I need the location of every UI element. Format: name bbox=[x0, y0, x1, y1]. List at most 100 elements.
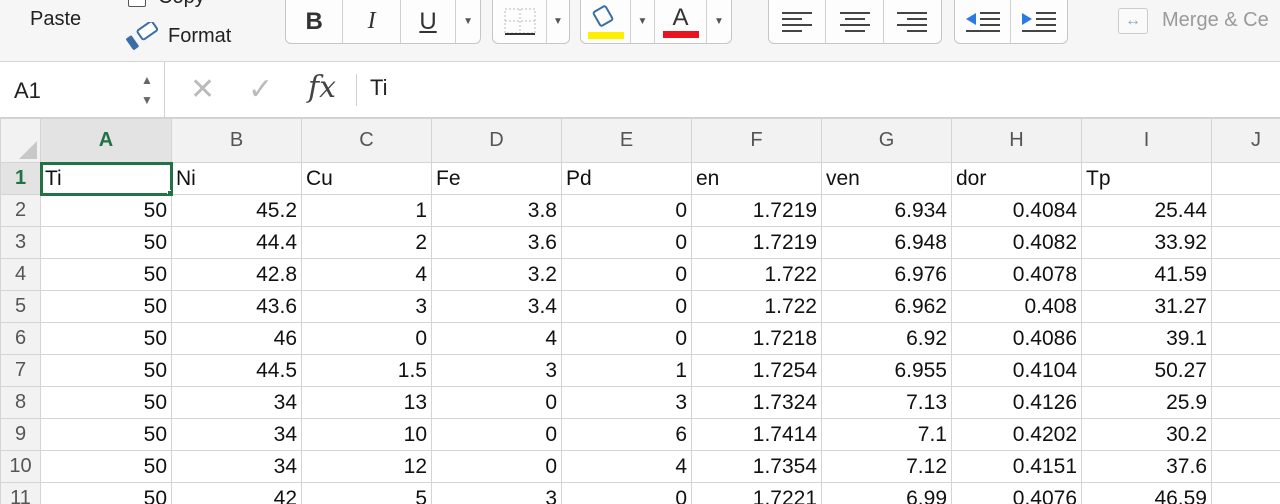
cell[interactable]: 4 bbox=[301, 258, 432, 291]
cell[interactable]: Cu bbox=[301, 162, 432, 195]
merge-button[interactable]: Merge & Ce bbox=[1162, 9, 1269, 31]
cell[interactable]: 0 bbox=[431, 450, 562, 483]
cell[interactable]: 42 bbox=[171, 482, 302, 504]
cell[interactable]: 0.4084 bbox=[951, 194, 1082, 227]
cell[interactable]: 0.4151 bbox=[951, 450, 1082, 483]
cell[interactable]: 37.6 bbox=[1081, 450, 1212, 483]
cell[interactable]: 3.6 bbox=[431, 226, 562, 259]
row-header[interactable]: 10 bbox=[0, 450, 41, 483]
column-header[interactable]: A bbox=[40, 118, 172, 164]
cell[interactable]: 50 bbox=[40, 226, 172, 259]
cell[interactable]: 50 bbox=[40, 322, 172, 355]
cell-a1[interactable]: Ti bbox=[39, 161, 173, 196]
cell[interactable]: 39.1 bbox=[1081, 322, 1212, 355]
cell[interactable]: 50 bbox=[40, 290, 172, 323]
row-header[interactable]: 4 bbox=[0, 258, 41, 291]
cell[interactable]: 5 bbox=[301, 482, 432, 504]
cell[interactable]: 7.13 bbox=[821, 386, 952, 419]
cell[interactable]: 6.948 bbox=[821, 226, 952, 259]
cell[interactable]: 50 bbox=[40, 418, 172, 451]
cell[interactable]: 50 bbox=[40, 258, 172, 291]
underline-button[interactable]: U bbox=[401, 0, 457, 43]
cell[interactable]: 3.2 bbox=[431, 258, 562, 291]
cancel-icon[interactable]: ✕ bbox=[190, 73, 216, 106]
cell[interactable]: 0 bbox=[561, 226, 692, 259]
cell[interactable]: 30.2 bbox=[1081, 418, 1212, 451]
cell[interactable] bbox=[1211, 450, 1280, 483]
row-header[interactable]: 11 bbox=[0, 482, 41, 504]
column-header[interactable]: F bbox=[691, 118, 822, 163]
cell[interactable]: 1.7219 bbox=[691, 226, 822, 259]
cell[interactable]: Pd bbox=[561, 162, 692, 195]
cell[interactable]: 6 bbox=[561, 418, 692, 451]
cell[interactable]: 1.5 bbox=[301, 354, 432, 387]
cell[interactable]: 0.408 bbox=[951, 290, 1082, 323]
cell[interactable]: 25.44 bbox=[1081, 194, 1212, 227]
borders-button[interactable] bbox=[493, 0, 547, 43]
copy-button[interactable]: Copy bbox=[158, 0, 205, 9]
cell[interactable]: 33.92 bbox=[1081, 226, 1212, 259]
cell[interactable]: dor bbox=[951, 162, 1082, 195]
row-header[interactable]: 5 bbox=[0, 290, 41, 323]
cell[interactable]: 3 bbox=[431, 354, 562, 387]
column-header[interactable]: E bbox=[561, 118, 692, 163]
cell[interactable]: 6.955 bbox=[821, 354, 952, 387]
font-color-dropdown[interactable]: ▼ bbox=[707, 0, 731, 43]
cell[interactable]: 44.4 bbox=[171, 226, 302, 259]
cell[interactable]: 3 bbox=[561, 386, 692, 419]
cell[interactable]: 0.4086 bbox=[951, 322, 1082, 355]
cell[interactable]: 34 bbox=[171, 450, 302, 483]
cell[interactable]: 1.7324 bbox=[691, 386, 822, 419]
cell[interactable]: 7.1 bbox=[821, 418, 952, 451]
cell[interactable]: 1 bbox=[301, 194, 432, 227]
decrease-indent-button[interactable] bbox=[955, 0, 1012, 43]
cell[interactable]: 0 bbox=[561, 482, 692, 504]
cell[interactable]: 0.4104 bbox=[951, 354, 1082, 387]
cell[interactable]: 43.6 bbox=[171, 290, 302, 323]
insert-function-icon[interactable]: fx bbox=[308, 70, 337, 105]
format-painter-button[interactable]: Format bbox=[168, 25, 232, 47]
align-right-button[interactable] bbox=[884, 0, 941, 43]
confirm-icon[interactable]: ✓ bbox=[248, 73, 274, 106]
cell[interactable] bbox=[1211, 482, 1280, 504]
column-header[interactable]: H bbox=[951, 118, 1082, 163]
row-header[interactable]: 6 bbox=[0, 322, 41, 355]
cell[interactable]: 12 bbox=[301, 450, 432, 483]
row-header[interactable]: 3 bbox=[0, 226, 41, 259]
cell[interactable]: 10 bbox=[301, 418, 432, 451]
cell[interactable]: 6.934 bbox=[821, 194, 952, 227]
copy-icon[interactable] bbox=[128, 0, 146, 7]
cell[interactable]: 0 bbox=[561, 258, 692, 291]
bold-button[interactable]: B bbox=[286, 0, 344, 43]
column-header[interactable]: I bbox=[1081, 118, 1212, 163]
cell[interactable]: 4 bbox=[561, 450, 692, 483]
underline-dropdown[interactable]: ▼ bbox=[456, 0, 480, 43]
cell[interactable]: en bbox=[691, 162, 822, 195]
cell[interactable]: 2 bbox=[301, 226, 432, 259]
cell[interactable]: Ni bbox=[171, 162, 302, 195]
cell[interactable]: 6.92 bbox=[821, 322, 952, 355]
cell[interactable]: 6.976 bbox=[821, 258, 952, 291]
cell[interactable]: 0.4078 bbox=[951, 258, 1082, 291]
cell[interactable]: 50 bbox=[40, 386, 172, 419]
cell[interactable]: 1.7354 bbox=[691, 450, 822, 483]
cell[interactable]: 31.27 bbox=[1081, 290, 1212, 323]
cell[interactable]: 50 bbox=[40, 354, 172, 387]
cell[interactable]: 45.2 bbox=[171, 194, 302, 227]
fill-color-button[interactable] bbox=[581, 0, 631, 43]
cell[interactable]: 1.722 bbox=[691, 258, 822, 291]
fill-color-dropdown[interactable]: ▼ bbox=[631, 0, 655, 43]
cell[interactable]: 50 bbox=[40, 450, 172, 483]
row-header[interactable]: 1 bbox=[0, 162, 41, 195]
merge-icon[interactable]: ↔ bbox=[1118, 8, 1148, 34]
font-color-button[interactable]: A bbox=[655, 0, 707, 43]
select-all-corner[interactable] bbox=[0, 118, 41, 163]
formula-input[interactable]: Ti bbox=[370, 75, 388, 100]
format-painter-icon[interactable] bbox=[124, 22, 160, 52]
paste-button[interactable]: Paste bbox=[30, 8, 82, 30]
cell[interactable]: 50 bbox=[40, 194, 172, 227]
increase-indent-button[interactable] bbox=[1011, 0, 1067, 43]
cell[interactable]: 3 bbox=[301, 290, 432, 323]
cell[interactable]: 0.4202 bbox=[951, 418, 1082, 451]
cell[interactable]: 34 bbox=[171, 418, 302, 451]
